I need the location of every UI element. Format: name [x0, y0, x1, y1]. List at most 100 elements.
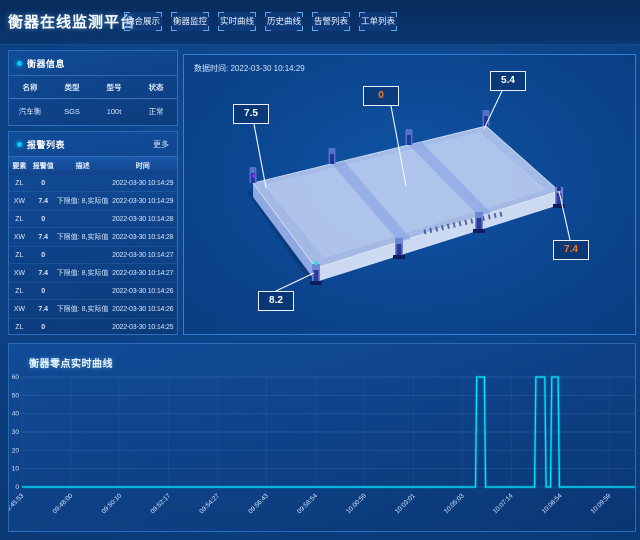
junction-boxes — [249, 110, 490, 183]
alarm-desc — [56, 282, 109, 300]
alarm-time: 2022-03-30 10:14:26 — [108, 282, 177, 300]
device-info-header: 衡器信息 — [9, 51, 177, 76]
alarm-time: 2022-03-30 10:14:25 — [108, 318, 177, 334]
alarm-row[interactable]: XW 7.4 下限值: 8,实际值: 7.4 2022-03-30 10:14:… — [9, 227, 177, 247]
device-info-row[interactable]: 汽车衡 SGS 100t 正常 — [9, 99, 177, 125]
alarm-element: ZL — [9, 282, 30, 300]
alarm-value: 7.4 — [29, 227, 57, 247]
data-time: 数据时间: 2022-03-30 10:14:29 — [194, 63, 305, 74]
alarm-row[interactable]: ZL 0 2022-03-30 10:14:29 — [9, 175, 177, 192]
nav-tab[interactable]: 实时曲线 — [218, 12, 256, 31]
alarm-time: 2022-03-30 10:14:27 — [108, 263, 177, 283]
alarm-value: 7.4 — [29, 263, 57, 283]
nav-tab-label: 历史曲线 — [266, 16, 301, 26]
svg-text:40: 40 — [12, 411, 20, 418]
svg-text:0: 0 — [15, 484, 19, 491]
callout-near-corner: 8.2 — [258, 291, 294, 311]
svg-text:09:56:43: 09:56:43 — [247, 492, 270, 515]
nav-tab-label: 衡器监控 — [172, 16, 207, 26]
callout-center: 0 — [363, 86, 399, 106]
alarm-value: 7.4 — [29, 191, 57, 211]
alarm-row[interactable]: XW 7.4 下限值: 8,实际值: 7.4 2022-03-30 10:14:… — [9, 299, 177, 319]
alarm-row[interactable]: XW 7.4 下限值: 8,实际值: 7.4 2022-03-30 10:14:… — [9, 191, 177, 211]
alarm-element: ZL — [9, 246, 30, 264]
alarm-row[interactable]: XW 7.4 下限值: 8,实际值: 7.4 2022-03-30 10:14:… — [9, 263, 177, 283]
svg-text:10:09:59: 10:09:59 — [590, 492, 613, 515]
alarm-row[interactable]: ZL 0 2022-03-30 10:14:27 — [9, 246, 177, 264]
alarm-value: 0 — [29, 210, 57, 228]
alarm-desc: 下限值: 8,实际值: 7.4 — [56, 299, 109, 319]
svg-text:30: 30 — [12, 429, 20, 436]
svg-text:09:52:17: 09:52:17 — [149, 492, 172, 515]
device-status-badge: 正常 — [148, 107, 164, 116]
weighbridge-3d-model[interactable] — [184, 55, 637, 334]
alarm-element: XW — [9, 299, 30, 319]
alarm-element: XW — [9, 227, 30, 247]
callout-leader-lines — [253, 90, 571, 292]
col-desc: 描述 — [56, 157, 109, 175]
callout-far-corner: 5.4 — [490, 71, 526, 91]
alarm-value: 0 — [29, 175, 57, 192]
alarm-element: ZL — [9, 210, 30, 228]
svg-text:09:45:53: 09:45:53 — [9, 492, 26, 515]
alarm-desc — [56, 175, 109, 192]
zero-curve-panel: 0 10 20 30 40 50 60 09:45:53 09:48:00 09:50:10 09:… — [8, 343, 636, 532]
alarm-desc: 下限值: 8,实际值: 7.4 — [56, 263, 109, 283]
svg-text:09:48:00: 09:48:00 — [51, 492, 74, 515]
alarm-row[interactable]: ZL 0 2022-03-30 10:14:26 — [9, 282, 177, 300]
alarm-element: ZL — [9, 175, 30, 192]
alarm-time: 2022-03-30 10:14:27 — [108, 246, 177, 264]
alarm-element: ZL — [9, 318, 30, 334]
chart-title: 衡器零点实时曲线 — [29, 359, 113, 370]
svg-text:10:05:03: 10:05:03 — [443, 492, 466, 515]
alarm-list-panel: 报警列表 更多 要素 报警值 描述 时间 ZL 0 — [8, 131, 178, 335]
sensor-accents — [252, 174, 562, 265]
svg-text:10:00:59: 10:00:59 — [345, 492, 368, 515]
zero-curve-chart[interactable]: 0 10 20 30 40 50 60 09:45:53 09:48:00 09:50:10 09:… — [9, 344, 636, 531]
platform-sides — [253, 183, 559, 282]
alarm-element: XW — [9, 263, 30, 283]
alarm-row[interactable]: ZL 0 2022-03-30 10:14:25 — [9, 318, 177, 334]
alarm-value: 7.4 — [29, 299, 57, 319]
device-info-panel: 衡器信息 名称 类型 型号 状态 汽车衡 SGS 100t 正常 — [8, 50, 178, 126]
alarm-time: 2022-03-30 10:14:28 — [108, 227, 177, 247]
alarm-time: 2022-03-30 10:14:28 — [108, 210, 177, 228]
alarm-time: 2022-03-30 10:14:26 — [108, 299, 177, 319]
svg-text:09:50:10: 09:50:10 — [100, 492, 123, 515]
callout-right-corner: 7.4 — [553, 240, 589, 260]
alarm-row[interactable]: ZL 0 2022-03-30 10:14:28 — [9, 210, 177, 228]
alarm-time: 2022-03-30 10:14:29 — [108, 175, 177, 192]
alarm-element: XW — [9, 191, 30, 211]
alarm-time: 2022-03-30 10:14:29 — [108, 191, 177, 211]
col-status: 状态 — [135, 76, 177, 99]
load-cells — [310, 187, 565, 285]
svg-text:09:58:54: 09:58:54 — [296, 492, 319, 515]
nav-tab[interactable]: 衡器监控 — [171, 12, 209, 31]
svg-text:09:54:27: 09:54:27 — [198, 492, 221, 515]
col-name: 名称 — [9, 76, 51, 99]
app-title: 衡器在线监测平台 — [8, 14, 137, 31]
svg-text:10:08:54: 10:08:54 — [541, 492, 564, 515]
app-header: 衡器在线监测平台 综合展示 衡器监控 实时曲线 历史曲线 — [0, 0, 640, 45]
col-alarm-value: 报警值 — [29, 157, 57, 175]
alarm-desc: 下限值: 8,实际值: 7.4 — [56, 227, 109, 247]
nav-tab[interactable]: 综合展示 — [124, 12, 162, 31]
device-info-table: 名称 类型 型号 状态 汽车衡 SGS 100t 正常 — [9, 76, 177, 124]
col-element: 要素 — [9, 157, 30, 175]
device-name: 汽车衡 — [18, 107, 42, 116]
more-link[interactable]: 更多 — [153, 140, 169, 149]
bullet-dot-icon — [17, 142, 22, 147]
callout-left-corner: 7.5 — [233, 104, 269, 124]
nav-tab[interactable]: 历史曲线 — [265, 12, 303, 31]
nav-tab-label: 综合展示 — [125, 16, 160, 26]
alarm-value: 0 — [29, 318, 57, 334]
col-type: 类型 — [51, 76, 93, 99]
nav-tab-label: 实时曲线 — [219, 16, 254, 26]
nav-tab[interactable]: 工单列表 — [359, 12, 397, 31]
nav-tab[interactable]: 告警列表 — [312, 12, 350, 31]
alarm-desc — [56, 246, 109, 264]
main-nav: 综合展示 衡器监控 实时曲线 历史曲线 告警列表 — [124, 12, 406, 31]
device-model: 100t — [106, 107, 122, 116]
alarm-table: 要素 报警值 描述 时间 ZL 0 2022-03-30 10:14:29 — [9, 157, 177, 334]
